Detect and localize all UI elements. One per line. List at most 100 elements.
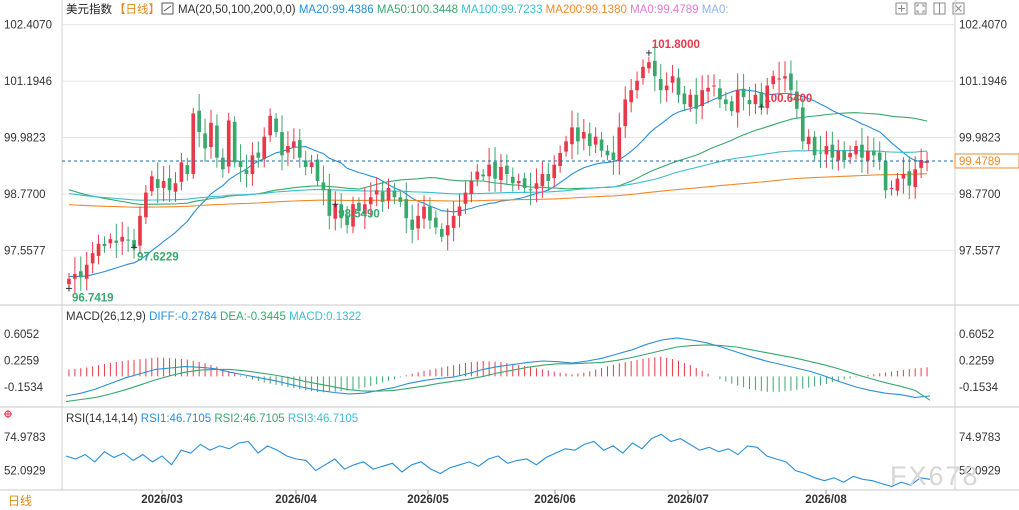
candle-body (268, 115, 272, 136)
candle-body (185, 165, 190, 174)
candle-body (871, 150, 876, 156)
watermark: FX678 (890, 461, 980, 491)
candle-body (114, 240, 119, 243)
candle-body (925, 160, 929, 163)
crosshair-icon[interactable] (4, 410, 12, 418)
candle-body (90, 253, 95, 264)
candle-body (682, 93, 687, 105)
moving-average-lines (68, 89, 928, 278)
period-tag[interactable]: 【日线】 (114, 2, 160, 16)
candle-body (516, 180, 521, 184)
candle-body (475, 171, 480, 180)
candle-body (368, 197, 373, 205)
candle-body (469, 180, 474, 194)
close-icon[interactable] (952, 2, 965, 15)
candle-body (854, 146, 858, 155)
candle-body (339, 204, 344, 219)
y-tick-label: 102.4070 (959, 20, 1007, 32)
rsi-line (65, 433, 931, 488)
legend-entry: MA20:99.4386 (299, 4, 377, 16)
period-label[interactable]: 日线 (8, 494, 32, 508)
y-tick-label: 98.7700 (959, 189, 1001, 201)
candle-body (611, 152, 616, 160)
candle-body (333, 204, 338, 219)
candle-body (552, 164, 557, 179)
candle-body (505, 165, 509, 174)
candle-body (392, 190, 397, 198)
candle-body (795, 91, 799, 109)
ma200-line (68, 173, 928, 208)
candle-body (783, 76, 787, 79)
legend-entry: MACD(26,12,9) (66, 311, 149, 323)
candle-body (84, 264, 89, 279)
candle-body (463, 192, 468, 204)
candle-body (286, 146, 290, 153)
y-tick-label: 0.2259 (959, 356, 994, 368)
candle-body (658, 78, 663, 91)
ma-settings-icon[interactable] (161, 2, 174, 15)
candle-body (599, 139, 604, 151)
candle-body (652, 60, 657, 77)
candle-body (877, 152, 882, 160)
candle-body (256, 152, 261, 158)
macd-axis-right: 0.6052 0.2259 -0.1534 (959, 329, 999, 394)
annotation-label: 100.6400 (764, 93, 812, 105)
candle-body (451, 215, 456, 228)
candle-body (534, 183, 539, 189)
candle-body (232, 121, 237, 163)
candle-body (735, 90, 740, 113)
candle-body (546, 173, 551, 181)
legend-entry: RSI1:46.7105 (141, 413, 215, 425)
candle-body (215, 125, 219, 158)
candle-body (292, 141, 296, 148)
macd-histogram (68, 356, 928, 393)
candle-body (842, 150, 847, 160)
candle-body (120, 236, 125, 242)
candle-body (149, 176, 154, 192)
candle-body (108, 239, 113, 244)
svg-text:MACD(26,12,9) DIFF:-0.2784 D: MACD(26,12,9) DIFF:-0.2784 DEA:-0.3445 M… (66, 311, 361, 323)
legend-entry: RSI2:46.7105 (214, 413, 288, 425)
candle-body (771, 76, 776, 85)
candle-body (422, 206, 426, 219)
candle-body (830, 144, 835, 158)
chart-header: 美元指数 【日线】 MA(20,50,100,200,0,0) MA20:99.… (66, 2, 965, 16)
candle-body (676, 77, 681, 95)
candle-body (499, 166, 503, 181)
candle-body (191, 113, 196, 174)
candle-body (712, 85, 716, 87)
candle-body (564, 141, 568, 152)
add-indicator-icon[interactable] (895, 2, 908, 15)
candle-body (866, 150, 870, 161)
candle-body (647, 62, 651, 69)
candle-body (670, 76, 675, 83)
candle-body (209, 122, 213, 147)
layout-icon[interactable] (933, 2, 946, 15)
candle-body (398, 197, 403, 202)
candle-body (250, 155, 255, 174)
candle-body (800, 107, 805, 142)
rsi-axis-left: 74.9783 52.0929 (4, 432, 46, 477)
candle-body (351, 204, 355, 227)
legend-entry: DIFF:-0.2784 (149, 311, 220, 323)
candle-body (220, 157, 225, 170)
candle-body (765, 85, 770, 108)
candle-body (700, 90, 704, 106)
candle-body (144, 192, 148, 218)
legend-entry: MA(20,50,100,200,0,0) (178, 4, 299, 16)
candle-body (274, 118, 278, 133)
y-tick-label: -0.1534 (959, 382, 999, 394)
candle-body (197, 110, 201, 133)
x-tick-label: 2026/03 (141, 494, 183, 506)
candle-body (457, 206, 462, 216)
candle-body (73, 274, 77, 279)
x-tick-label: 2026/05 (407, 494, 449, 506)
ma100-line (68, 149, 928, 201)
annotation-label: 97.6229 (137, 251, 179, 263)
candle-body (718, 88, 722, 100)
annotation-label: 98.5490 (338, 208, 380, 220)
fullscreen-icon[interactable] (914, 2, 927, 15)
candle-body (824, 146, 829, 155)
candle-body (309, 162, 314, 167)
